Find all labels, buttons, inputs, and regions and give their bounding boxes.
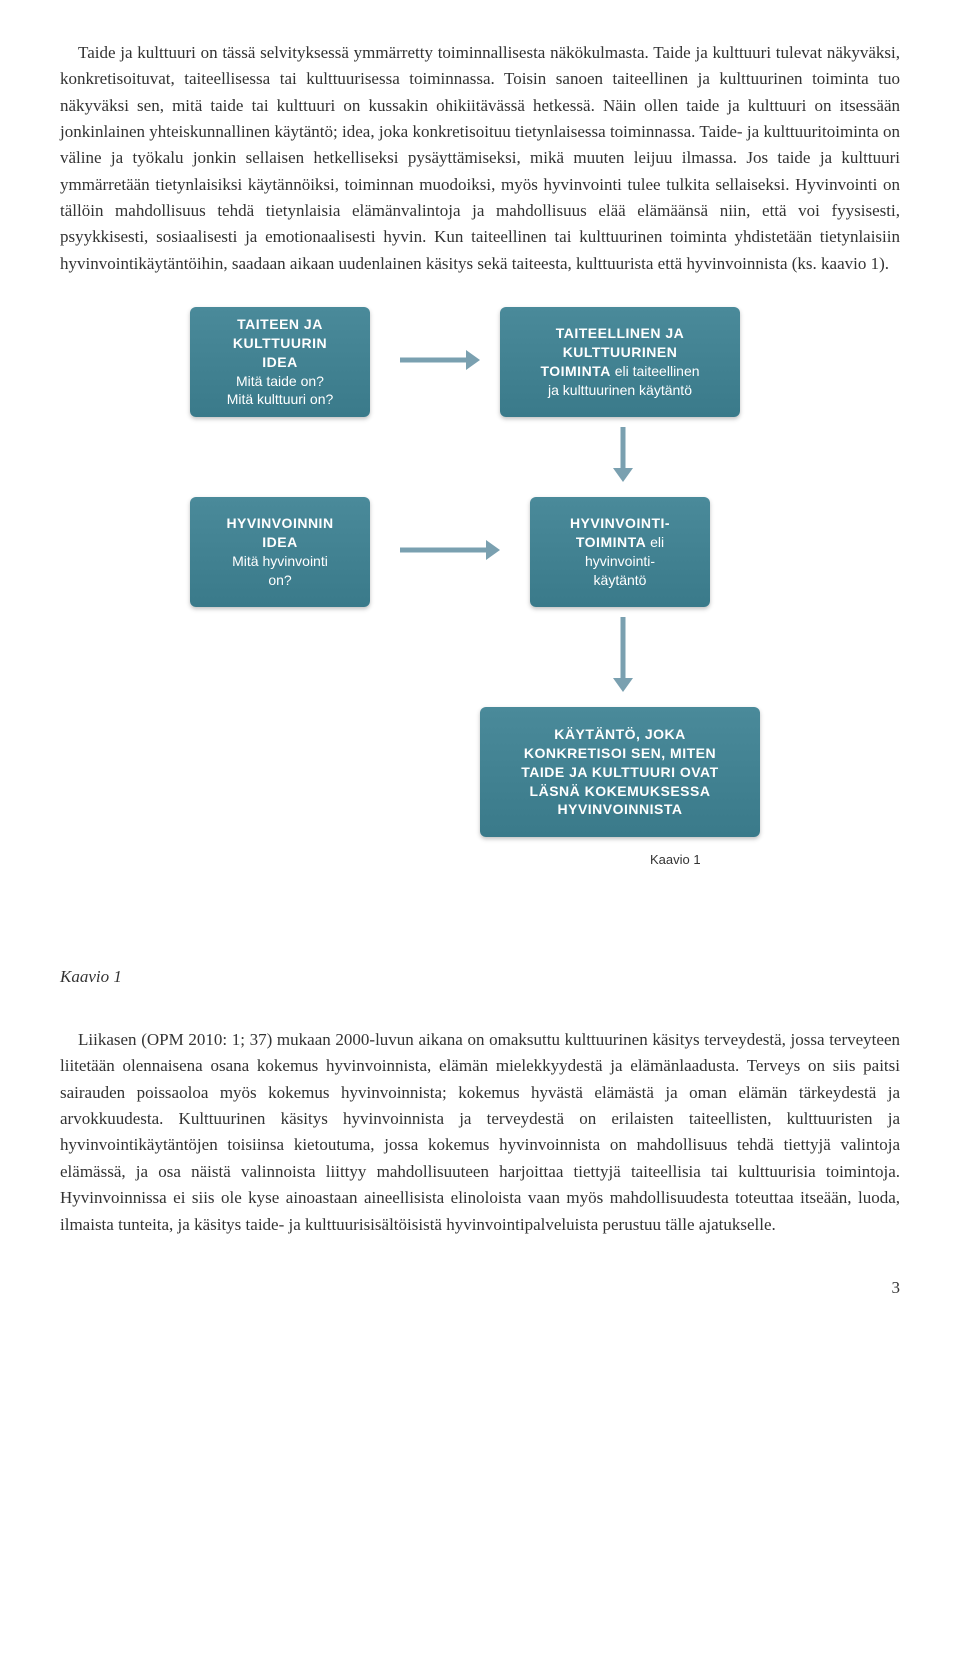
- node-line: TAITEELLINEN JA: [556, 324, 685, 343]
- diagram-kaavio-1: TAITEEN JA KULTTUURIN IDEA Mitä taide on…: [120, 307, 840, 947]
- node-taiteellinen-toiminta: TAITEELLINEN JA KULTTUURINEN TOIMINTA el…: [500, 307, 740, 417]
- node-line: IDEA: [262, 353, 297, 372]
- body-paragraph-2: Liikasen (OPM 2010: 1; 37) mukaan 2000-l…: [60, 1027, 900, 1238]
- node-line: TOIMINTA eli: [576, 533, 664, 552]
- arrow-down-icon: [610, 617, 636, 692]
- node-line: TAITEEN JA: [237, 315, 323, 334]
- node-taiteen-idea: TAITEEN JA KULTTUURIN IDEA Mitä taide on…: [190, 307, 370, 417]
- node-line: LÄSNÄ KOKEMUKSESSA: [530, 782, 711, 801]
- node-line: käytäntö: [594, 571, 647, 590]
- paragraph-text: Taide ja kulttuuri on tässä selvityksess…: [60, 40, 900, 277]
- node-line: KULTTUURINEN: [563, 343, 678, 362]
- node-line: HYVINVOINTI-: [570, 514, 670, 533]
- node-kaytanto: KÄYTÄNTÖ, JOKA KONKRETISOI SEN, MITEN TA…: [480, 707, 760, 837]
- diagram-label-small: Kaavio 1: [650, 852, 701, 867]
- node-line: KULTTUURIN: [233, 334, 327, 353]
- arrow-down-icon: [610, 427, 636, 482]
- node-line: Mitä taide on?: [236, 372, 324, 391]
- node-hyvinvointitoiminta: HYVINVOINTI- TOIMINTA eli hyvinvointi- k…: [530, 497, 710, 607]
- arrow-right-icon: [400, 537, 500, 563]
- node-line: TOIMINTA eli taiteellinen: [540, 362, 699, 381]
- node-line: IDEA: [262, 533, 297, 552]
- node-line: HYVINVOINNIN: [226, 514, 333, 533]
- paragraph-text: Liikasen (OPM 2010: 1; 37) mukaan 2000-l…: [60, 1027, 900, 1238]
- body-paragraph-1: Taide ja kulttuuri on tässä selvityksess…: [60, 40, 900, 277]
- node-line: KONKRETISOI SEN, MITEN: [524, 744, 716, 763]
- node-hyvinvoinnin-idea: HYVINVOINNIN IDEA Mitä hyvinvointi on?: [190, 497, 370, 607]
- arrow-right-icon: [400, 347, 480, 373]
- node-line: HYVINVOINNISTA: [558, 800, 683, 819]
- node-line: on?: [268, 571, 291, 590]
- node-line: Mitä hyvinvointi: [232, 552, 328, 571]
- figure-caption: Kaavio 1: [60, 967, 900, 987]
- node-line: hyvinvointi-: [585, 552, 655, 571]
- node-line: KÄYTÄNTÖ, JOKA: [554, 725, 685, 744]
- node-line: Mitä kulttuuri on?: [227, 390, 334, 409]
- node-line: TAIDE JA KULTTUURI OVAT: [521, 763, 718, 782]
- page-number: 3: [60, 1278, 900, 1298]
- node-line: ja kulttuurinen käytäntö: [548, 381, 692, 400]
